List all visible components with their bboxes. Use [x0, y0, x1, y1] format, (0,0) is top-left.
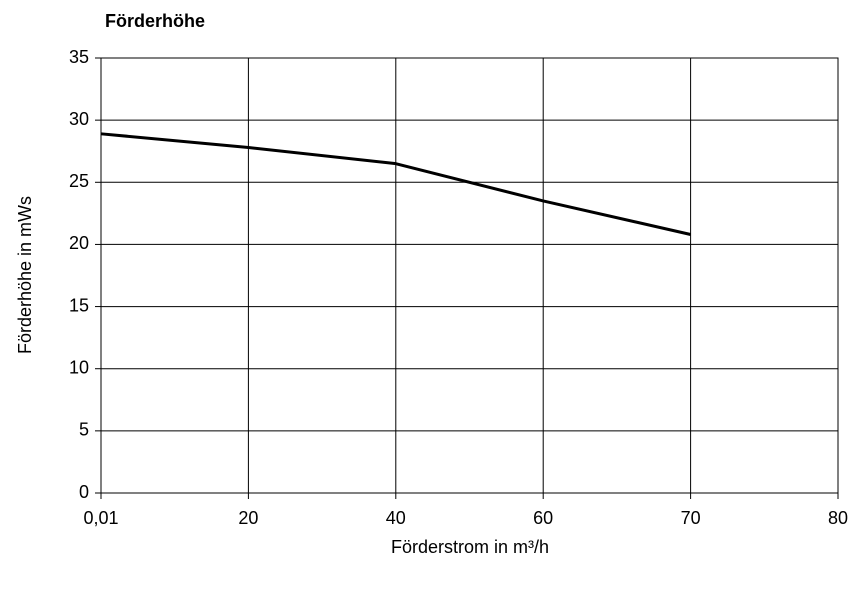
y-axis-label: Förderhöhe in mWs — [15, 196, 35, 354]
chart-title: Förderhöhe — [105, 11, 205, 31]
x-tick-label: 70 — [681, 508, 701, 528]
x-axis-label: Förderstrom in m³/h — [391, 537, 549, 557]
x-tick-label: 40 — [386, 508, 406, 528]
x-tick-label: 80 — [828, 508, 848, 528]
x-tick-label: 0,01 — [83, 508, 118, 528]
y-tick-label: 10 — [69, 357, 89, 377]
y-tick-label: 20 — [69, 233, 89, 253]
y-tick-label: 5 — [79, 420, 89, 440]
plot-frame — [100, 57, 839, 494]
y-tick-label: 25 — [69, 171, 89, 191]
x-tick-label: 20 — [238, 508, 258, 528]
y-tick-label: 15 — [69, 295, 89, 315]
y-tick-label: 0 — [79, 482, 89, 502]
data-line — [100, 132, 691, 236]
y-tick-label: 35 — [69, 47, 89, 67]
y-tick-label: 30 — [69, 109, 89, 129]
x-tick-label: 60 — [533, 508, 553, 528]
